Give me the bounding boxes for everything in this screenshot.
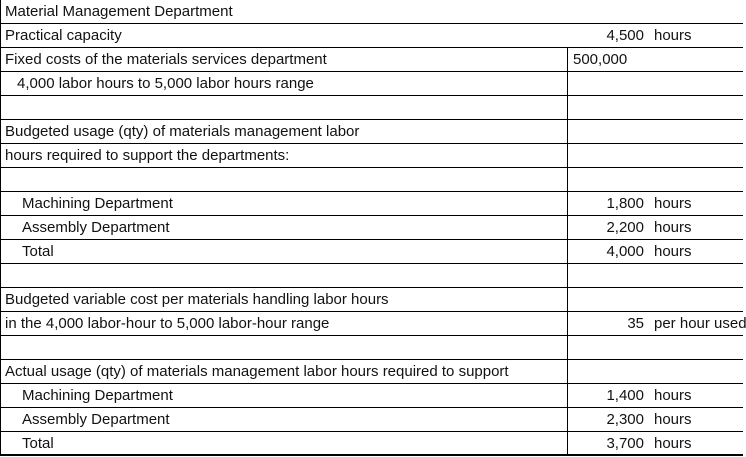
value-cell[interactable]: 35 bbox=[567, 312, 651, 335]
value-cell[interactable] bbox=[567, 288, 651, 311]
table-row: Practical capacity 4,500 hours bbox=[1, 24, 743, 48]
unit-cell[interactable] bbox=[651, 168, 743, 191]
unit-cell[interactable] bbox=[651, 96, 743, 119]
value-cell[interactable]: 4,500 bbox=[606, 27, 644, 44]
table-row bbox=[1, 336, 743, 360]
unit-cell[interactable]: hours bbox=[654, 243, 692, 260]
table-row bbox=[1, 264, 743, 288]
value-cell[interactable] bbox=[567, 96, 651, 119]
label-cell[interactable] bbox=[1, 96, 567, 119]
value-cell[interactable]: 4,000 bbox=[567, 240, 651, 263]
label-cell[interactable]: Assembly Department bbox=[22, 219, 170, 236]
unit-cell[interactable]: per hour used bbox=[654, 315, 746, 332]
label-cell[interactable] bbox=[1, 264, 567, 287]
table-row: Material Management Department bbox=[1, 0, 743, 24]
unit-cell[interactable] bbox=[651, 144, 743, 167]
table-row: Machining Department 1,400 hours bbox=[1, 384, 743, 408]
table-row: Machining Department 1,800 hours bbox=[1, 192, 743, 216]
unit-cell[interactable]: hours bbox=[654, 27, 692, 44]
unit-cell[interactable]: hours bbox=[654, 434, 692, 452]
value-cell[interactable] bbox=[567, 264, 651, 287]
value-cell[interactable] bbox=[567, 336, 651, 359]
value-cell[interactable]: 2,300 bbox=[567, 408, 651, 431]
value-cell[interactable] bbox=[567, 144, 651, 167]
unit-cell[interactable] bbox=[651, 360, 743, 383]
value-cell[interactable] bbox=[567, 72, 651, 95]
value-cell[interactable] bbox=[567, 360, 651, 383]
value-cell[interactable]: 2,200 bbox=[567, 216, 651, 239]
table-row: hours required to support the department… bbox=[1, 144, 743, 168]
unit-cell[interactable] bbox=[651, 72, 743, 95]
unit-cell[interactable] bbox=[651, 336, 743, 359]
unit-cell[interactable] bbox=[651, 264, 743, 287]
value-cell[interactable]: 3,700 bbox=[567, 432, 651, 454]
table-row: Total 4,000 hours bbox=[1, 240, 743, 264]
value-cell[interactable]: 1,800 bbox=[567, 192, 651, 215]
label-cell[interactable]: in the 4,000 labor-hour to 5,000 labor-h… bbox=[5, 315, 330, 332]
unit-cell[interactable] bbox=[651, 288, 743, 311]
unit-cell[interactable]: hours bbox=[654, 219, 692, 236]
unit-cell[interactable]: hours bbox=[654, 195, 692, 212]
table-row: Budgeted usage (qty) of materials manage… bbox=[1, 120, 743, 144]
table-row: Total 3,700 hours bbox=[1, 432, 743, 456]
label-cell[interactable] bbox=[1, 168, 567, 191]
table-row: Assembly Department 2,300 hours bbox=[1, 408, 743, 432]
label-cell[interactable]: Total bbox=[22, 243, 54, 260]
label-cell[interactable]: Fixed costs of the materials services de… bbox=[5, 51, 327, 68]
unit-cell[interactable] bbox=[651, 48, 743, 71]
label-cell[interactable]: hours required to support the department… bbox=[5, 147, 290, 164]
label-cell[interactable]: 4,000 labor hours to 5,000 labor hours r… bbox=[17, 75, 314, 92]
label-cell[interactable]: Machining Department bbox=[22, 387, 173, 404]
label-cell[interactable]: Machining Department bbox=[22, 195, 173, 212]
label-cell[interactable]: Total bbox=[22, 434, 54, 452]
label-cell[interactable]: Material Management Department bbox=[5, 3, 233, 20]
value-cell[interactable] bbox=[567, 168, 651, 191]
table-row bbox=[1, 168, 743, 192]
table-row: Actual usage (qty) of materials manageme… bbox=[1, 360, 743, 384]
label-cell[interactable] bbox=[1, 336, 567, 359]
value-cell[interactable] bbox=[567, 0, 651, 23]
value-cell[interactable]: 1,400 bbox=[567, 384, 651, 407]
label-cell[interactable]: Assembly Department bbox=[22, 411, 170, 428]
unit-cell[interactable] bbox=[651, 120, 743, 143]
table-row: Assembly Department 2,200 hours bbox=[1, 216, 743, 240]
value-cell[interactable]: 500,000 bbox=[567, 48, 651, 71]
unit-cell[interactable] bbox=[651, 0, 743, 23]
unit-cell[interactable]: hours bbox=[654, 387, 692, 404]
table-row: in the 4,000 labor-hour to 5,000 labor-h… bbox=[1, 312, 746, 336]
label-cell[interactable]: Budgeted usage (qty) of materials manage… bbox=[5, 123, 360, 140]
label-cell[interactable]: Actual usage (qty) of materials manageme… bbox=[5, 363, 509, 380]
label-cell[interactable]: Budgeted variable cost per materials han… bbox=[5, 291, 389, 308]
label-cell[interactable]: Practical capacity bbox=[5, 27, 122, 44]
value-cell[interactable] bbox=[567, 120, 651, 143]
table-row: 4,000 labor hours to 5,000 labor hours r… bbox=[1, 72, 743, 96]
unit-cell[interactable]: hours bbox=[654, 411, 692, 428]
table-row: Budgeted variable cost per materials han… bbox=[1, 288, 743, 312]
table-row bbox=[1, 96, 743, 120]
table-row: Fixed costs of the materials services de… bbox=[1, 48, 743, 72]
